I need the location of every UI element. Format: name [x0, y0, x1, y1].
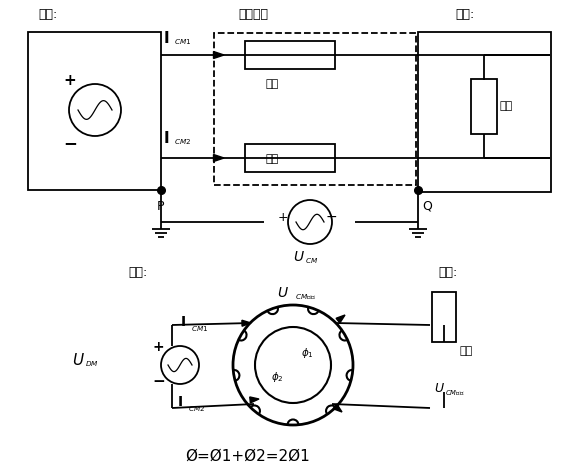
- Text: $_{CM2}$: $_{CM2}$: [174, 137, 191, 147]
- Text: 阻抗: 阻抗: [265, 79, 278, 89]
- Text: −: −: [326, 210, 338, 224]
- Circle shape: [69, 84, 121, 136]
- Text: $\phi_1$: $\phi_1$: [301, 346, 314, 360]
- Text: $_{CM负载}$: $_{CM负载}$: [445, 388, 465, 398]
- Polygon shape: [333, 404, 342, 412]
- Polygon shape: [336, 315, 345, 323]
- Text: −: −: [63, 134, 77, 152]
- Text: +: +: [278, 210, 288, 224]
- Text: $\mathbf{I}$: $\mathbf{I}$: [163, 30, 169, 46]
- Polygon shape: [213, 155, 224, 162]
- Text: 负载: 负载: [460, 346, 473, 356]
- Text: $U$: $U$: [434, 382, 445, 395]
- Text: $\phi_2$: $\phi_2$: [271, 370, 284, 384]
- Text: $_{DM}$: $_{DM}$: [85, 359, 99, 369]
- Text: $\mathbf{I}$: $\mathbf{I}$: [177, 395, 183, 409]
- Text: 阻抗: 阻抗: [500, 101, 513, 111]
- Text: $_{CM2}$: $_{CM2}$: [188, 404, 205, 414]
- Bar: [471, 79, 497, 134]
- Text: $\mathbf{I}$: $\mathbf{I}$: [180, 315, 186, 329]
- Polygon shape: [242, 320, 251, 326]
- Text: $U$: $U$: [293, 250, 305, 264]
- Text: 阻抗: 阻抗: [265, 154, 278, 164]
- Circle shape: [288, 200, 332, 244]
- Bar: [28, 32, 161, 190]
- Text: $_{CM线圈}$: $_{CM线圈}$: [295, 292, 316, 302]
- Text: −: −: [152, 374, 165, 389]
- Text: $_{CM1}$: $_{CM1}$: [191, 324, 209, 334]
- Bar: [245, 144, 335, 172]
- Text: 设备:: 设备:: [455, 8, 475, 20]
- Text: +: +: [63, 73, 76, 88]
- Text: 设备:: 设备:: [438, 265, 457, 279]
- Bar: [245, 41, 335, 69]
- Text: P: P: [157, 200, 165, 212]
- Polygon shape: [250, 397, 259, 403]
- Bar: [432, 292, 456, 341]
- Text: Q: Q: [422, 200, 432, 212]
- Text: $U$: $U$: [72, 352, 85, 368]
- Text: 电源:: 电源:: [128, 265, 147, 279]
- Text: $_{CM1}$: $_{CM1}$: [174, 37, 191, 47]
- Text: 共模滤波: 共模滤波: [238, 8, 268, 20]
- Bar: [214, 33, 416, 185]
- Circle shape: [161, 346, 199, 384]
- Text: $_{CM}$: $_{CM}$: [305, 256, 318, 266]
- Text: 电源:: 电源:: [38, 8, 57, 20]
- Text: +: +: [152, 340, 164, 354]
- Text: $\mathbf{I}$: $\mathbf{I}$: [163, 130, 169, 146]
- Text: Ø=Ø1+Ø2=2Ø1: Ø=Ø1+Ø2=2Ø1: [185, 448, 310, 464]
- Circle shape: [233, 305, 353, 425]
- Polygon shape: [213, 52, 224, 58]
- Circle shape: [255, 327, 331, 403]
- Bar: [418, 32, 551, 192]
- Text: $U$: $U$: [277, 286, 289, 300]
